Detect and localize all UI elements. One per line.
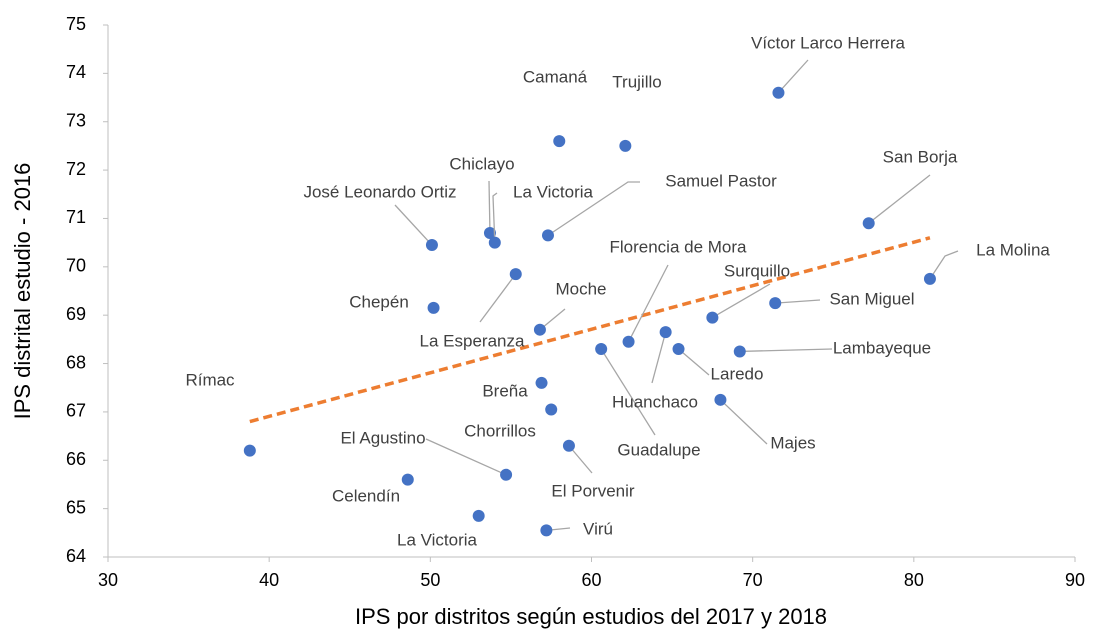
x-tick-label: 50 bbox=[420, 570, 440, 590]
point-label: Víctor Larco Herrera bbox=[751, 33, 906, 52]
leader-line bbox=[775, 299, 821, 304]
leader-line bbox=[929, 250, 959, 280]
point bbox=[562, 439, 575, 452]
point-label: José Leonardo Ortiz bbox=[303, 182, 456, 201]
point bbox=[427, 301, 440, 314]
point-label: Chepén bbox=[349, 292, 409, 311]
point-label: El Agustino bbox=[340, 428, 425, 447]
point bbox=[659, 326, 672, 339]
point-label: Chorrillos bbox=[464, 421, 536, 440]
point-label: San Borja bbox=[883, 147, 958, 166]
point-label: Samuel Pastor bbox=[665, 171, 777, 190]
point-label: Huanchaco bbox=[612, 392, 698, 411]
leader-line bbox=[627, 264, 669, 343]
point-label: La Molina bbox=[976, 240, 1050, 259]
x-tick-label: 60 bbox=[581, 570, 601, 590]
leader-line bbox=[868, 174, 931, 224]
y-tick-label: 68 bbox=[66, 352, 86, 372]
point-label: Chiclayo bbox=[449, 154, 514, 173]
leader-line bbox=[600, 348, 656, 436]
point bbox=[595, 343, 608, 356]
point-label: Majes bbox=[770, 433, 815, 452]
point-label: Camaná bbox=[523, 67, 588, 86]
leader-line bbox=[479, 273, 517, 323]
leader-line bbox=[651, 331, 667, 384]
point-label: La Victoria bbox=[513, 182, 594, 201]
point-label: San Miguel bbox=[829, 289, 914, 308]
point-label: Virú bbox=[583, 519, 613, 538]
leader-line bbox=[394, 204, 433, 246]
point bbox=[619, 139, 632, 152]
leader-line bbox=[488, 180, 491, 233]
point bbox=[672, 343, 685, 356]
point bbox=[772, 86, 785, 99]
point bbox=[401, 473, 414, 486]
point-label: La Victoria bbox=[397, 530, 478, 549]
point-label: Breña bbox=[482, 381, 528, 400]
point-label: El Porvenir bbox=[551, 481, 634, 500]
trendline bbox=[249, 236, 931, 424]
point bbox=[706, 311, 719, 324]
point-label: Celendín bbox=[332, 486, 400, 505]
point-label: Laredo bbox=[711, 364, 764, 383]
x-tick-label: 30 bbox=[98, 570, 118, 590]
y-tick-label: 74 bbox=[66, 62, 86, 82]
point bbox=[488, 236, 501, 249]
point-label: Moche bbox=[555, 279, 606, 298]
point bbox=[769, 297, 782, 310]
point bbox=[540, 524, 553, 537]
point bbox=[533, 323, 546, 336]
y-tick-label: 64 bbox=[66, 546, 86, 566]
point bbox=[243, 444, 256, 457]
point bbox=[535, 376, 548, 389]
x-axis-title: IPS por distritos según estudios del 201… bbox=[355, 604, 827, 629]
leader-line bbox=[678, 348, 710, 376]
point bbox=[862, 217, 875, 230]
x-tick-label: 40 bbox=[259, 570, 279, 590]
leader-line bbox=[547, 181, 640, 236]
x-tick-label: 90 bbox=[1065, 570, 1085, 590]
point bbox=[923, 272, 936, 285]
point-label: Rímac bbox=[185, 370, 235, 389]
y-tick-label: 70 bbox=[66, 256, 86, 276]
y-tick-label: 75 bbox=[66, 14, 86, 34]
point bbox=[541, 229, 554, 242]
leader-line bbox=[719, 399, 768, 445]
point-label: Guadalupe bbox=[617, 440, 700, 459]
point bbox=[500, 468, 513, 481]
leader-line bbox=[777, 59, 809, 94]
y-tick-label: 73 bbox=[66, 110, 86, 130]
point-label: La Esperanza bbox=[420, 331, 525, 350]
point bbox=[553, 135, 566, 148]
point bbox=[545, 403, 558, 416]
y-tick-label: 67 bbox=[66, 401, 86, 421]
leader-line bbox=[425, 438, 507, 476]
y-axis-title: IPS distrital estudio - 2016 bbox=[10, 163, 35, 420]
point bbox=[733, 345, 746, 358]
leader-line bbox=[739, 348, 833, 353]
point-label: Florencia de Mora bbox=[609, 237, 747, 256]
y-tick-label: 65 bbox=[66, 497, 86, 517]
point-label: Trujillo bbox=[612, 72, 661, 91]
point bbox=[622, 335, 635, 348]
point bbox=[425, 239, 438, 252]
x-tick-label: 70 bbox=[743, 570, 763, 590]
y-tick-label: 69 bbox=[66, 304, 86, 324]
x-tick-label: 80 bbox=[904, 570, 924, 590]
leader-line bbox=[712, 283, 771, 319]
point bbox=[509, 268, 522, 281]
point bbox=[483, 226, 496, 239]
leader-line bbox=[492, 192, 498, 243]
point-label: Lambayeque bbox=[833, 338, 931, 357]
y-tick-label: 71 bbox=[66, 207, 86, 227]
point bbox=[714, 393, 727, 406]
y-tick-label: 66 bbox=[66, 449, 86, 469]
y-tick-label: 72 bbox=[66, 159, 86, 179]
point bbox=[472, 509, 485, 522]
point-label: Surquillo bbox=[724, 261, 790, 280]
